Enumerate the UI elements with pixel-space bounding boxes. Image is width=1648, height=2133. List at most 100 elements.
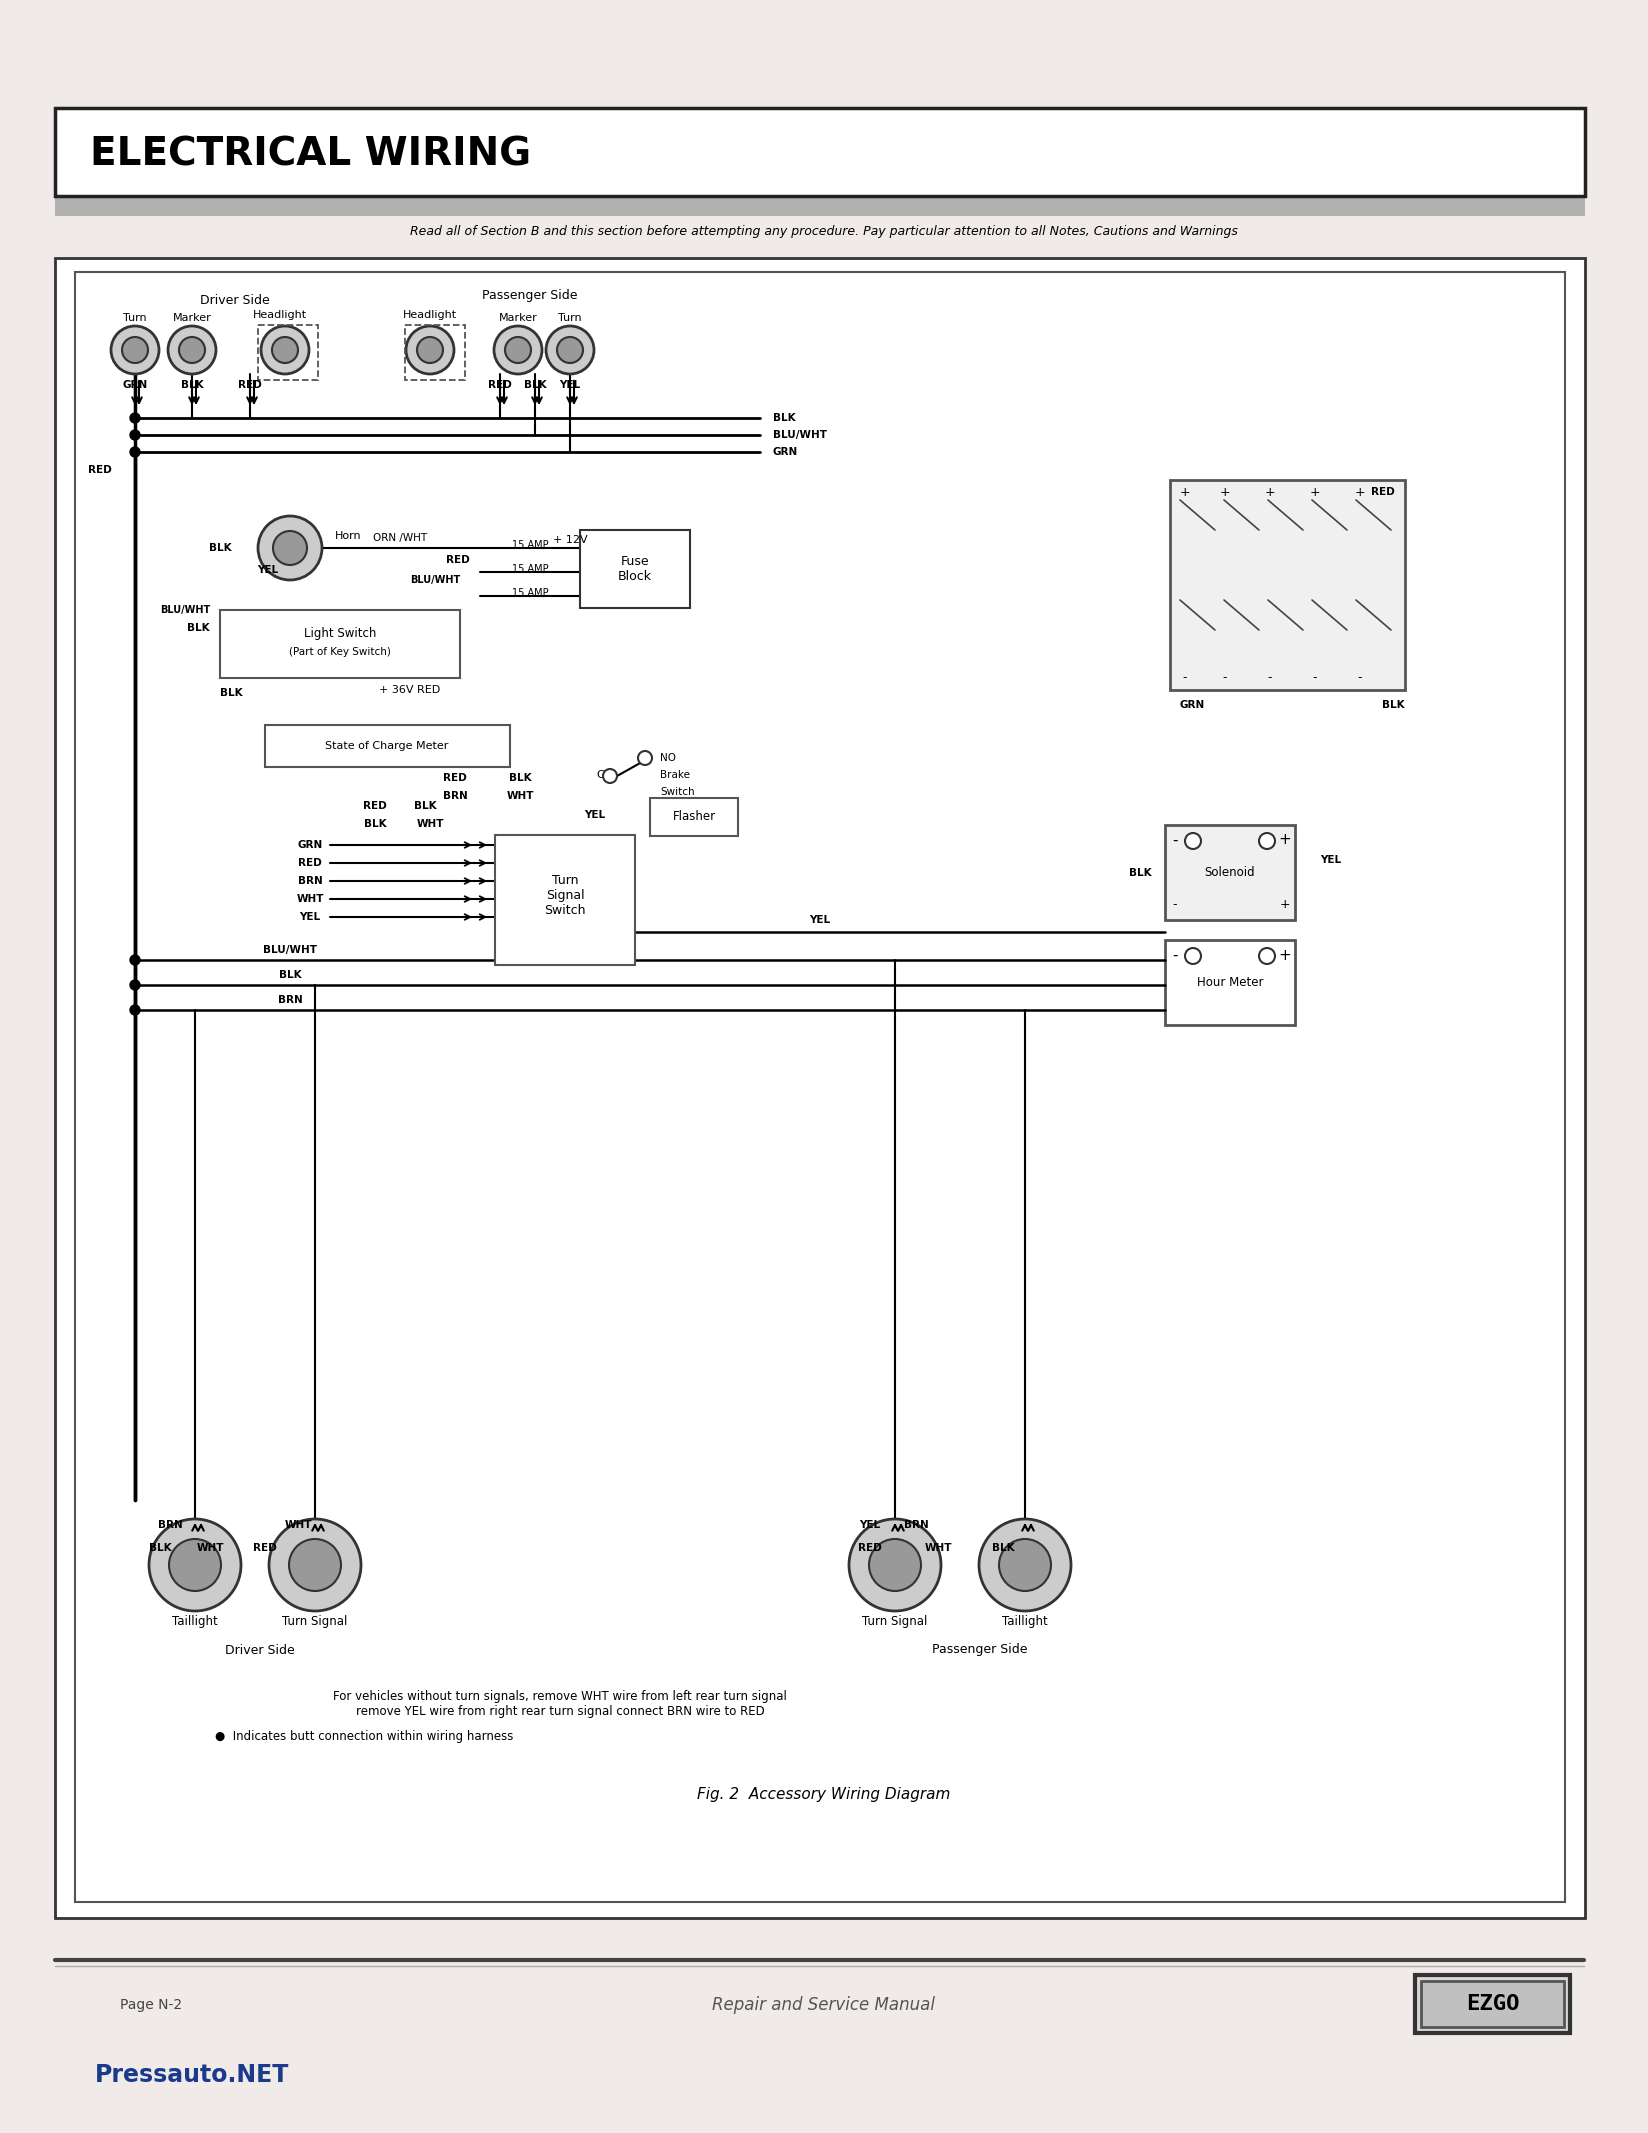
Text: YEL: YEL xyxy=(1318,855,1340,866)
Circle shape xyxy=(545,326,593,373)
Text: RED: RED xyxy=(857,1542,882,1553)
Circle shape xyxy=(260,326,308,373)
Bar xyxy=(1421,1982,1562,2026)
Text: WHT: WHT xyxy=(415,819,443,830)
Text: Driver Side: Driver Side xyxy=(199,294,270,307)
Circle shape xyxy=(130,414,140,422)
Bar xyxy=(1414,1975,1569,2033)
Circle shape xyxy=(504,337,531,363)
Text: BLU/WHT: BLU/WHT xyxy=(262,945,316,956)
Circle shape xyxy=(1257,947,1274,964)
Text: -: - xyxy=(1172,832,1177,847)
Text: (Part of Key Switch): (Part of Key Switch) xyxy=(288,646,391,657)
Text: GRN: GRN xyxy=(1180,700,1205,710)
Text: RED: RED xyxy=(237,380,262,390)
Text: 15 AMP: 15 AMP xyxy=(511,563,549,574)
Text: BLK: BLK xyxy=(279,971,302,979)
Circle shape xyxy=(603,770,616,783)
Bar xyxy=(54,109,1584,196)
Text: Switch: Switch xyxy=(659,787,694,798)
Text: Driver Side: Driver Side xyxy=(226,1645,295,1657)
Text: BLK: BLK xyxy=(414,802,437,811)
Bar xyxy=(1163,825,1294,919)
Circle shape xyxy=(1185,834,1200,849)
Text: ORN /WHT: ORN /WHT xyxy=(372,533,427,544)
Bar xyxy=(1163,941,1294,1026)
Bar xyxy=(494,834,634,964)
Text: State of Charge Meter: State of Charge Meter xyxy=(325,740,448,751)
Circle shape xyxy=(1257,834,1274,849)
Circle shape xyxy=(130,956,140,964)
Bar xyxy=(54,196,1584,215)
Text: ●  Indicates butt connection within wiring harness: ● Indicates butt connection within wirin… xyxy=(214,1730,513,1743)
Text: Fuse
Block: Fuse Block xyxy=(618,555,651,582)
Text: 15 AMP: 15 AMP xyxy=(511,540,549,550)
Text: -: - xyxy=(1182,672,1187,685)
Text: YEL: YEL xyxy=(809,915,831,926)
Text: BRN: BRN xyxy=(297,877,321,885)
Text: WHT: WHT xyxy=(297,894,323,904)
Text: Brake: Brake xyxy=(659,770,689,781)
Text: RED: RED xyxy=(298,857,321,868)
Circle shape xyxy=(999,1540,1050,1591)
Circle shape xyxy=(269,1519,361,1610)
Text: +: + xyxy=(1279,898,1289,911)
Circle shape xyxy=(122,337,148,363)
Text: +: + xyxy=(1355,486,1365,499)
Text: Turn: Turn xyxy=(559,314,582,322)
Text: BLK: BLK xyxy=(508,772,531,783)
Text: Taillight: Taillight xyxy=(1002,1615,1046,1627)
Text: Passenger Side: Passenger Side xyxy=(481,288,577,301)
Text: BLU/WHT: BLU/WHT xyxy=(409,576,460,584)
Text: Turn Signal: Turn Signal xyxy=(282,1615,348,1627)
Text: YEL: YEL xyxy=(583,811,605,819)
Circle shape xyxy=(1185,947,1200,964)
Text: WHT: WHT xyxy=(923,1542,951,1553)
Text: + 12V: + 12V xyxy=(552,535,587,546)
Circle shape xyxy=(494,326,542,373)
Text: Pressauto.NET: Pressauto.NET xyxy=(96,2063,288,2086)
Circle shape xyxy=(130,979,140,990)
Circle shape xyxy=(557,337,583,363)
Text: Headlight: Headlight xyxy=(402,309,456,320)
Circle shape xyxy=(130,448,140,456)
Text: -: - xyxy=(1356,672,1361,685)
Bar xyxy=(257,324,318,380)
Text: Page N-2: Page N-2 xyxy=(120,1999,181,2011)
Bar xyxy=(74,273,1564,1903)
Text: BLK: BLK xyxy=(209,544,231,552)
Text: BRN: BRN xyxy=(442,791,466,802)
Text: Marker: Marker xyxy=(498,314,537,322)
Text: +: + xyxy=(1178,486,1190,499)
Text: +: + xyxy=(1277,832,1290,847)
Text: -: - xyxy=(1267,672,1272,685)
Circle shape xyxy=(130,431,140,439)
Text: YEL: YEL xyxy=(300,913,320,921)
Text: Flasher: Flasher xyxy=(672,811,715,823)
Circle shape xyxy=(168,1540,221,1591)
Text: EZGO: EZGO xyxy=(1465,1994,1519,2014)
Text: BLU/WHT: BLU/WHT xyxy=(773,431,827,439)
Text: 15 AMP: 15 AMP xyxy=(511,589,549,597)
Text: BLK: BLK xyxy=(181,380,203,390)
Text: + 36V RED: + 36V RED xyxy=(379,685,440,695)
Text: Turn Signal: Turn Signal xyxy=(862,1615,928,1627)
Text: RED: RED xyxy=(89,465,112,476)
Circle shape xyxy=(417,337,443,363)
Text: Hour Meter: Hour Meter xyxy=(1196,977,1262,990)
Text: Turn
Signal
Switch: Turn Signal Switch xyxy=(544,875,585,917)
Text: GRN: GRN xyxy=(773,448,798,456)
Text: WHT: WHT xyxy=(283,1521,311,1529)
Text: BLK: BLK xyxy=(219,689,242,697)
Text: +: + xyxy=(1277,947,1290,962)
Text: YEL: YEL xyxy=(859,1521,880,1529)
Circle shape xyxy=(148,1519,241,1610)
Text: BLK: BLK xyxy=(524,380,545,390)
Text: GRN: GRN xyxy=(122,380,148,390)
Circle shape xyxy=(405,326,453,373)
Circle shape xyxy=(638,751,651,766)
Text: WHT: WHT xyxy=(196,1542,224,1553)
Bar xyxy=(649,798,738,836)
Circle shape xyxy=(180,337,204,363)
Text: YEL: YEL xyxy=(559,380,580,390)
